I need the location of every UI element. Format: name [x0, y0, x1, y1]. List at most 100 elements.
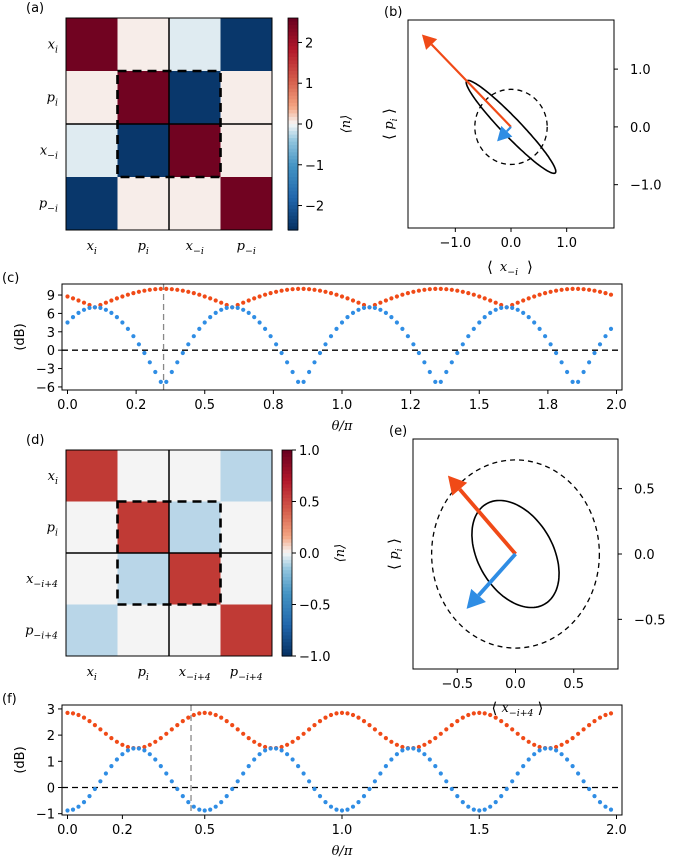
red-series-point [597, 289, 603, 294]
red-series-point [361, 302, 367, 308]
red-series-point [532, 294, 537, 299]
colorbar-segment [282, 563, 292, 568]
panel-label: (d) [26, 433, 44, 448]
x-axis-label: ⟨ x−i ⟩ [487, 258, 533, 278]
panel-label: (a) [26, 1, 44, 16]
red-series-point [70, 711, 76, 716]
red-series-point [411, 289, 416, 294]
red-series-point [131, 291, 136, 296]
blue-series-point [400, 326, 405, 331]
red-series-point [466, 712, 471, 718]
colorbar-tick-label: −2 [305, 200, 324, 215]
colorbar-segment [282, 638, 292, 643]
blue-series-point [153, 757, 158, 762]
colorbar-segment [282, 590, 292, 595]
blue-series-point [449, 786, 454, 792]
colorbar-segment [282, 556, 292, 561]
blue-series-point [394, 752, 399, 757]
colorbar-segment [282, 494, 292, 499]
red-series-point [422, 287, 427, 292]
arrow-head [447, 475, 468, 496]
red-series-point [460, 289, 465, 294]
heatmap-cell [117, 71, 170, 125]
red-series-point [301, 286, 306, 291]
red-series-point [230, 723, 235, 728]
colorbar-segment [282, 532, 292, 537]
red-series-point [394, 294, 399, 299]
red-series-point [526, 296, 531, 301]
red-series-point [416, 288, 421, 293]
heatmap-cell [220, 501, 273, 554]
blue-series-point [274, 746, 279, 751]
blue-series-point [554, 748, 559, 753]
heatmap-cell [117, 124, 170, 178]
blue-series-point [361, 305, 367, 310]
colorbar-segment [288, 201, 298, 206]
red-series-point [312, 723, 317, 728]
red-series-point [608, 292, 614, 297]
blue-series-point [92, 786, 97, 792]
blue-series-point [466, 334, 471, 339]
colorbar-segment [288, 148, 298, 153]
x-axis-label: ⟨ x−i+4 ⟩ [492, 699, 544, 719]
y-tick-label: x−i+4 [26, 572, 58, 590]
colorbar-segment [288, 32, 298, 37]
red-series-point [554, 288, 559, 293]
red-series-point [257, 742, 262, 747]
colorbar-segment [288, 198, 298, 203]
colorbar-segment [282, 628, 292, 633]
blue-series-point [263, 326, 268, 331]
colorbar-tick-label: 2 [305, 36, 313, 51]
blue-series-point [493, 800, 498, 805]
blue-series-point [274, 342, 279, 347]
red-series-point [455, 719, 460, 724]
colorbar-segment [288, 56, 298, 61]
blue-series-point [455, 794, 460, 799]
blue-series-point [444, 779, 449, 784]
red-series-point [125, 744, 130, 750]
colorbar-segment [282, 649, 292, 654]
blue-series-point [290, 757, 295, 762]
x-tick-label: 0.0 [505, 677, 526, 692]
blue-series-point [438, 771, 443, 776]
blue-series-point [98, 779, 103, 784]
red-series-point [263, 292, 268, 297]
colorbar-segment [288, 215, 298, 220]
colorbar-segment [288, 120, 298, 125]
colorbar-segment [282, 631, 292, 636]
colorbar-segment [288, 152, 298, 157]
red-series-point [81, 300, 87, 305]
red-series-point [147, 287, 152, 292]
heatmap-cell [66, 177, 118, 231]
panel-label: (e) [389, 424, 407, 439]
red-series-point [70, 296, 76, 301]
red-series-point [180, 288, 185, 293]
svg-text:pi: pi [47, 91, 58, 109]
svg-text:p−i: p−i [237, 239, 256, 257]
line-panel-2: (c) 0.0 0.2 0.5 0.8 1.0 1.2 1.5 1.8 2.0 9 6 3 0 −3 −6 θ/… [2, 271, 627, 434]
red-series-point [444, 287, 449, 292]
svg-text:pi: pi [138, 239, 149, 257]
red-series-point [581, 287, 586, 292]
x-tick-label: 1.8 [538, 398, 559, 413]
x-tick-label: xi [87, 239, 97, 257]
vacuum-circle [430, 459, 601, 649]
blue-series-point [367, 786, 372, 792]
red-series-point [378, 731, 383, 736]
squeezed-ellipse [471, 499, 560, 609]
arrow-head [421, 34, 438, 50]
red-series-point [257, 294, 262, 299]
x-axis-label-text: x−i [500, 260, 518, 278]
panel-label: (b) [384, 5, 402, 20]
x-axis-label-text: x−i+4 [502, 701, 534, 719]
blue-series-point [125, 748, 130, 753]
highlight-box [116, 500, 222, 606]
blue-series-point [405, 334, 410, 339]
blue-series-point [219, 307, 224, 312]
y-tick-label: 3 [47, 326, 55, 341]
x-tick-label: p−i+4 [230, 665, 263, 683]
blue-series-point [65, 320, 70, 325]
blue-series-point [427, 369, 432, 375]
axes-frame [61, 704, 623, 816]
x-tick-label: 0.5 [194, 823, 215, 838]
